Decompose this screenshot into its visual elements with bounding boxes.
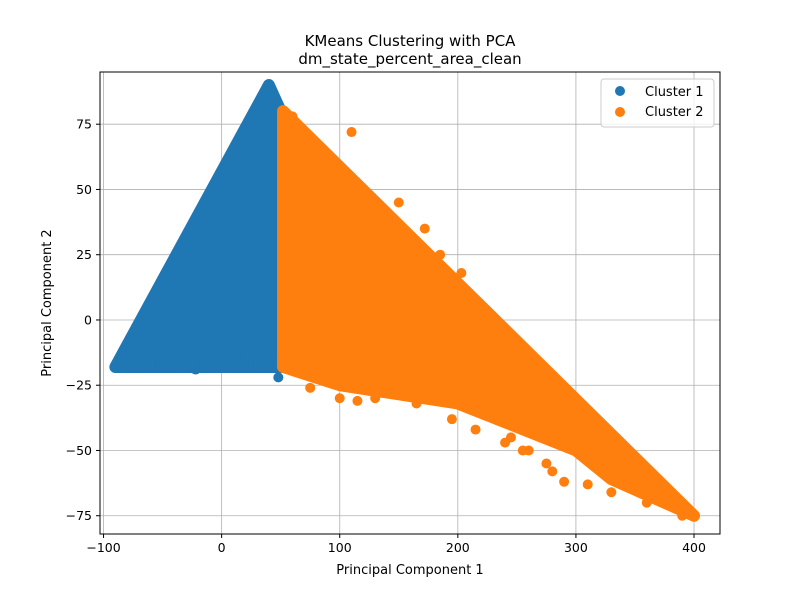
cluster-1-point — [273, 372, 284, 383]
cluster-1-point — [145, 359, 156, 370]
cluster-2-point — [677, 510, 688, 521]
cluster-1-point — [222, 359, 233, 370]
cluster-2-point — [370, 393, 381, 404]
legend-marker-cluster-2 — [615, 107, 625, 117]
cluster-2-point — [582, 479, 593, 490]
x-axis-label: Principal Component 1 — [336, 563, 483, 578]
x-tick-label: 0 — [218, 540, 226, 555]
cluster-2-point — [464, 354, 475, 365]
cluster-2-point — [476, 341, 487, 352]
cluster-2-point — [435, 249, 446, 260]
cluster-2-point — [606, 487, 617, 498]
cluster-2-point — [509, 403, 520, 414]
cluster-2-point — [470, 424, 481, 435]
x-tick-label: −100 — [86, 540, 120, 555]
x-tick-label: 100 — [328, 540, 352, 555]
cluster-2-point — [505, 372, 516, 383]
cluster-1-point — [190, 364, 201, 375]
cluster-2-point — [419, 223, 430, 234]
cluster-2-point — [446, 414, 457, 425]
cluster-1-point — [240, 351, 251, 362]
cluster-2-point — [334, 393, 345, 404]
legend-label-cluster-1: Cluster 1 — [645, 85, 704, 100]
cluster-2-point — [393, 197, 404, 208]
plot-frame — [99, 71, 721, 535]
cluster-2-point — [305, 382, 316, 393]
y-tick-label: −25 — [66, 378, 92, 393]
x-tick-label: 300 — [564, 540, 588, 555]
x-tick-label: 200 — [446, 540, 470, 555]
y-tick-label: −75 — [66, 508, 92, 523]
cluster-2-point — [495, 354, 506, 365]
cluster-2-point — [452, 301, 463, 312]
x-tick-label: 400 — [682, 540, 706, 555]
ticks: −100 0 100 200 300 400 −75 −50 −25 0 25 50 75 — [66, 117, 706, 555]
cluster-2-point — [352, 395, 363, 406]
y-tick-label: 0 — [84, 312, 92, 327]
legend-box — [600, 78, 715, 128]
y-axis-label: Principal Component 2 — [40, 229, 55, 376]
cluster-1-point — [169, 361, 180, 372]
cluster-2-point — [346, 127, 357, 138]
cluster-2-point — [547, 466, 558, 477]
cluster-1-point — [252, 359, 263, 370]
legend: Cluster 1 Cluster 2 — [600, 78, 715, 128]
legend-label-cluster-2: Cluster 2 — [645, 105, 704, 120]
cluster-2-point — [494, 388, 505, 399]
data-layer — [109, 79, 701, 522]
cluster-2-point — [559, 476, 570, 487]
cluster-2-point — [641, 497, 652, 508]
cluster-2-point — [456, 267, 467, 278]
y-tick-label: −50 — [66, 443, 92, 458]
y-tick-label: 75 — [76, 117, 92, 132]
cluster-2-point — [541, 458, 552, 469]
cluster-2-point-cloud — [277, 105, 701, 522]
cluster-1-point — [198, 361, 209, 372]
cluster-2-point — [287, 111, 298, 122]
chart-subtitle: dm_state_percent_area_clean — [298, 50, 521, 69]
y-tick-label: 50 — [76, 182, 92, 197]
legend-marker-cluster-1 — [615, 86, 625, 96]
cluster-1-point — [268, 356, 279, 367]
cluster-2-point — [411, 398, 422, 409]
cluster-2-point — [482, 314, 493, 325]
cluster-2-point — [523, 445, 534, 456]
chart-title: KMeans Clustering with PCA — [305, 32, 517, 50]
cluster-2-point — [505, 432, 516, 443]
y-tick-label: 25 — [76, 247, 92, 262]
